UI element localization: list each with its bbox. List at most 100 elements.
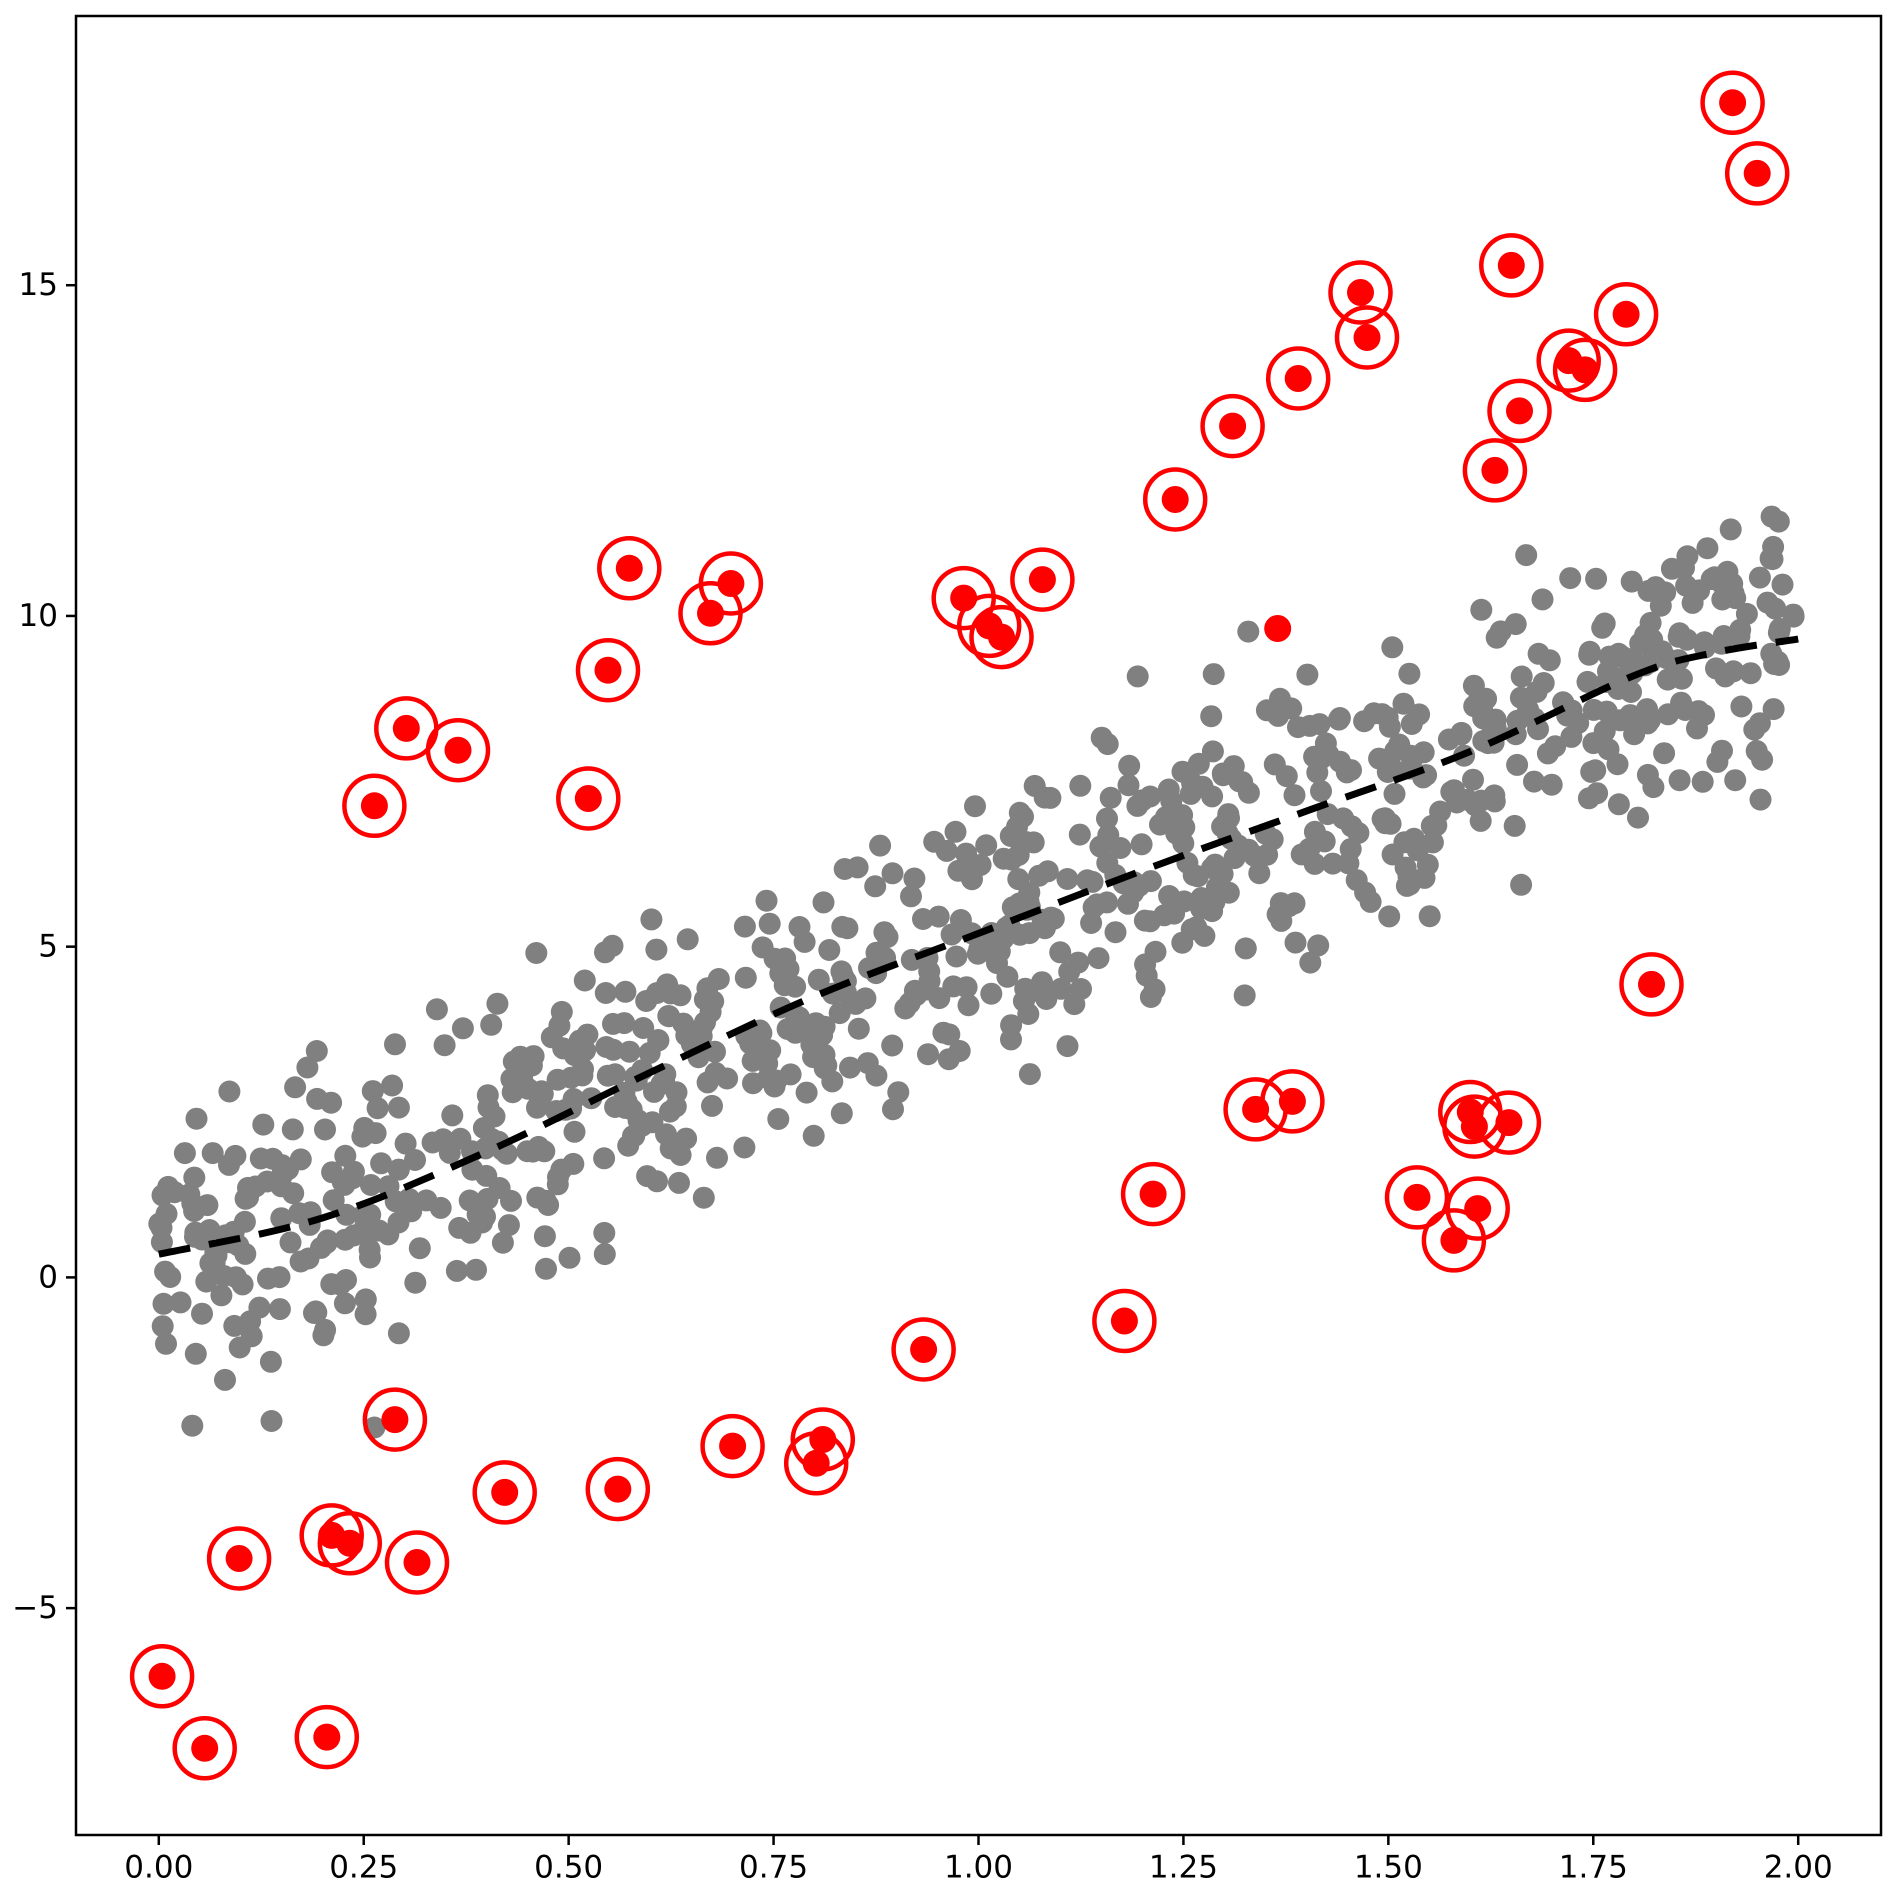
outlier-point <box>697 599 724 627</box>
outlier-ring <box>1120 1161 1186 1227</box>
inlier-point <box>1470 789 1493 812</box>
inlier-point <box>903 867 926 890</box>
inlier-point <box>1636 698 1658 721</box>
inlier-point <box>563 1120 586 1143</box>
outlier-points <box>148 89 1771 1762</box>
outlier-ring <box>1328 260 1393 325</box>
inlier-point <box>1607 793 1630 816</box>
inlier-point <box>155 1332 177 1355</box>
unflagged-red-points <box>1264 615 1292 642</box>
outlier-point <box>1719 89 1747 117</box>
inlier-point <box>751 1036 774 1059</box>
inlier-point <box>320 1091 343 1114</box>
outlier-ring <box>317 1511 383 1576</box>
inlier-point <box>940 923 963 946</box>
inlier-point <box>1668 769 1691 792</box>
inlier-point <box>828 1002 851 1025</box>
inlier-point <box>335 1203 358 1226</box>
inlier-point <box>1674 699 1697 721</box>
inlier-point <box>1710 572 1733 595</box>
inlier-point <box>154 1260 177 1283</box>
outlier-point <box>988 623 1015 651</box>
inlier-point <box>975 834 998 857</box>
inlier-point <box>1429 800 1452 823</box>
inlier-point <box>469 1203 492 1226</box>
inlier-point <box>1335 761 1358 784</box>
inlier-point <box>218 1153 240 1176</box>
inlier-point <box>284 1076 307 1099</box>
inlier-point <box>807 968 830 991</box>
y-tick-label: 15 <box>19 267 58 303</box>
inlier-point <box>152 1292 175 1315</box>
inlier-point <box>635 990 658 1012</box>
outlier-ring <box>556 766 621 831</box>
inlier-point <box>831 915 854 938</box>
x-tick-label: 0.75 <box>739 1849 808 1885</box>
inlier-point <box>228 1336 251 1359</box>
inlier-point <box>1706 750 1729 773</box>
inlier-point <box>1187 752 1210 775</box>
inlier-point <box>359 1174 382 1196</box>
inlier-point <box>404 1271 427 1294</box>
inlier-point <box>353 1116 376 1139</box>
inlier-point <box>645 938 668 961</box>
inlier-point <box>1663 663 1685 686</box>
inlier-point <box>1523 770 1545 793</box>
inlier-point <box>387 1158 410 1181</box>
inlier-point <box>1337 852 1360 875</box>
inlier-point <box>1711 588 1734 611</box>
outlier-ring <box>472 1460 537 1525</box>
inlier-point <box>415 1189 438 1212</box>
inlier-point <box>1031 971 1053 994</box>
outlier-point <box>1440 1226 1468 1254</box>
inlier-point <box>622 1125 644 1147</box>
inlier-point <box>1087 947 1110 970</box>
inlier-point <box>1201 785 1224 808</box>
outlier-point <box>719 1432 747 1460</box>
inlier-point <box>296 1056 319 1079</box>
inlier-point <box>377 1175 400 1198</box>
inlier-point <box>1388 733 1411 756</box>
inlier-point <box>169 1291 192 1314</box>
inlier-point <box>1580 760 1603 783</box>
inlier-point <box>387 1096 410 1119</box>
inlier-point <box>1515 544 1538 567</box>
inlier-point <box>839 1056 861 1079</box>
inlier-point <box>433 1034 456 1057</box>
outlier-ring <box>700 1413 765 1479</box>
inlier-point <box>704 1061 727 1084</box>
inlier-point <box>957 994 980 1017</box>
outlier-point <box>1403 1183 1431 1211</box>
inlier-point <box>613 1012 636 1035</box>
inlier-point <box>790 1014 813 1036</box>
inlier-point <box>321 1161 344 1184</box>
inlier-point <box>912 908 934 930</box>
outlier-ring <box>1593 282 1659 347</box>
inlier-point <box>1657 703 1679 726</box>
inlier-point <box>183 1166 206 1189</box>
inlier-point <box>483 1105 506 1128</box>
inlier-point <box>1762 698 1785 721</box>
inlier-point <box>1462 768 1484 791</box>
inlier-point <box>1126 665 1149 688</box>
outlier-ring <box>1010 547 1075 612</box>
inlier-point <box>1185 916 1208 939</box>
inlier-point <box>1559 567 1582 590</box>
outlier-point <box>444 736 472 764</box>
inlier-point <box>1609 709 1632 732</box>
inlier-point <box>1328 707 1351 729</box>
inlier-point <box>944 820 967 843</box>
inlier-point <box>795 1081 818 1104</box>
outlier-point <box>1497 251 1525 279</box>
inlier-point <box>665 1081 688 1104</box>
outlier-ring <box>783 1431 849 1496</box>
inlier-point <box>844 992 867 1015</box>
outlier-point <box>1638 970 1665 998</box>
inlier-point <box>1394 856 1417 879</box>
outlier-ring <box>1265 346 1331 411</box>
outlier-point <box>1110 1307 1138 1335</box>
inlier-point <box>707 968 730 990</box>
inlier-point <box>596 1064 619 1087</box>
inlier-point <box>1076 869 1099 892</box>
inlier-point <box>1724 769 1747 792</box>
